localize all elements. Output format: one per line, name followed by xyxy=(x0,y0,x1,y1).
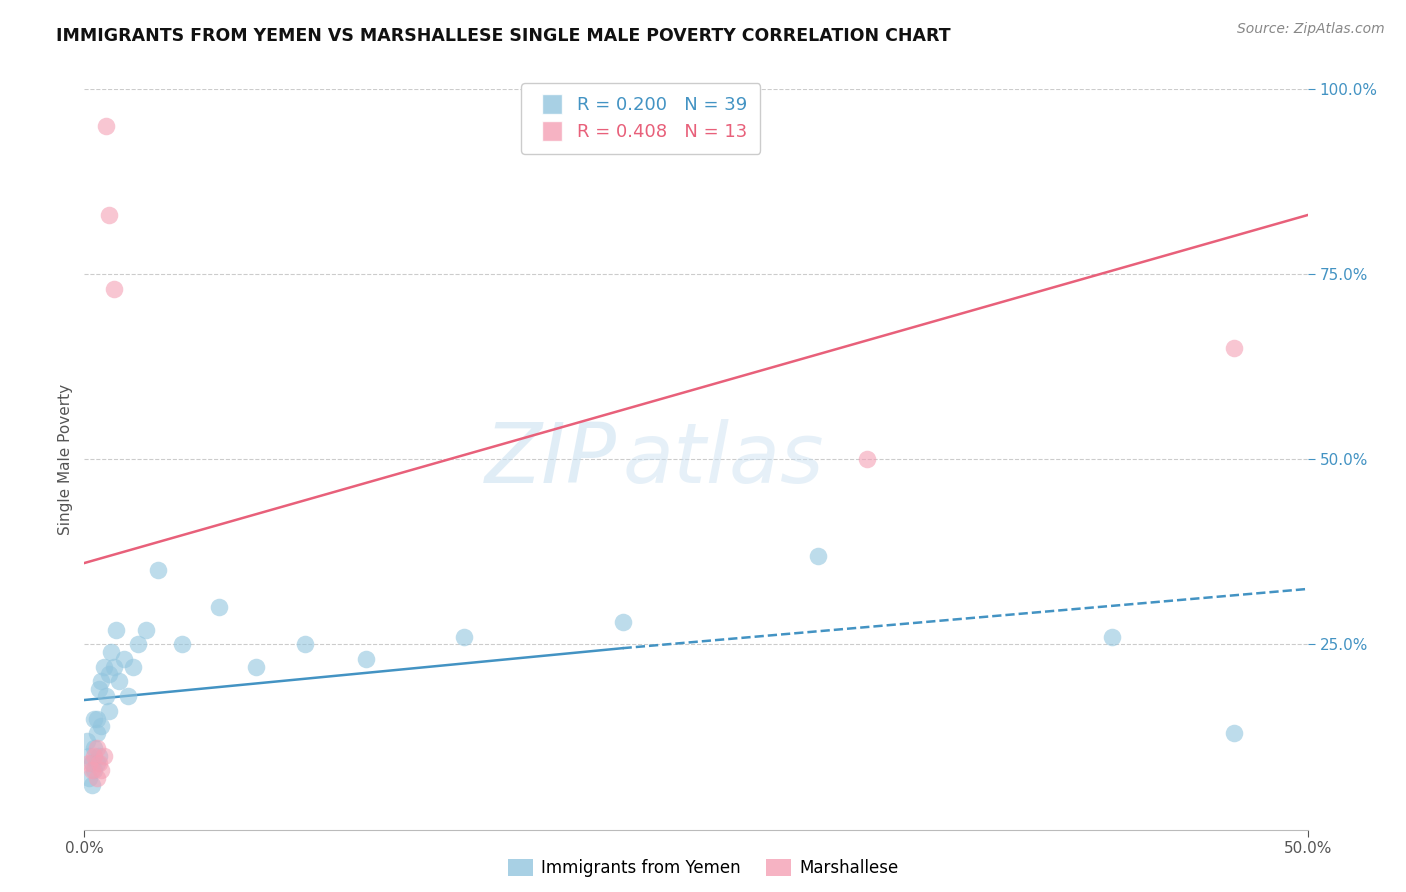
Point xyxy=(100,645,122,659)
Point xyxy=(80,778,103,792)
Y-axis label: Single Male Poverty: Single Male Poverty xyxy=(58,384,73,535)
Point xyxy=(77,771,100,785)
Point xyxy=(112,652,135,666)
Point xyxy=(77,756,100,770)
Point xyxy=(90,674,112,689)
Point xyxy=(105,623,128,637)
Point xyxy=(807,549,830,563)
Point xyxy=(86,712,108,726)
Point xyxy=(86,771,108,785)
Point xyxy=(1223,341,1246,355)
Point xyxy=(77,748,100,763)
Point xyxy=(294,637,316,651)
Point xyxy=(103,282,125,296)
Text: ZIP: ZIP xyxy=(485,419,616,500)
Point xyxy=(122,659,145,673)
Text: IMMIGRANTS FROM YEMEN VS MARSHALLESE SINGLE MALE POVERTY CORRELATION CHART: IMMIGRANTS FROM YEMEN VS MARSHALLESE SIN… xyxy=(56,27,950,45)
Point xyxy=(135,623,157,637)
Point xyxy=(83,712,105,726)
Point xyxy=(103,659,125,673)
Point xyxy=(87,681,110,696)
Point xyxy=(83,764,105,778)
Point xyxy=(86,726,108,740)
Legend: Immigrants from Yemen, Marshallese: Immigrants from Yemen, Marshallese xyxy=(501,852,905,884)
Point xyxy=(97,704,120,718)
Point xyxy=(612,615,634,630)
Point xyxy=(245,659,267,673)
Point xyxy=(97,667,120,681)
Point xyxy=(96,690,118,704)
Point xyxy=(93,748,115,763)
Point xyxy=(856,452,879,467)
Text: atlas: atlas xyxy=(623,419,824,500)
Point xyxy=(93,659,115,673)
Point xyxy=(80,756,103,770)
Point xyxy=(117,690,139,704)
Point xyxy=(97,208,120,222)
Point xyxy=(86,741,108,756)
Point xyxy=(76,733,98,747)
Point xyxy=(172,637,194,651)
Point xyxy=(453,630,475,644)
Text: Source: ZipAtlas.com: Source: ZipAtlas.com xyxy=(1237,22,1385,37)
Point xyxy=(90,719,112,733)
Point xyxy=(83,741,105,756)
Point xyxy=(80,764,103,778)
Legend: R = 0.200   N = 39, R = 0.408   N = 13: R = 0.200 N = 39, R = 0.408 N = 13 xyxy=(522,84,761,153)
Point xyxy=(83,748,105,763)
Point xyxy=(1101,630,1123,644)
Point xyxy=(107,674,129,689)
Point xyxy=(127,637,149,651)
Point xyxy=(354,652,377,666)
Point xyxy=(96,119,118,133)
Point xyxy=(1223,726,1246,740)
Point xyxy=(87,756,110,770)
Point xyxy=(208,600,231,615)
Point xyxy=(87,748,110,763)
Point xyxy=(146,564,169,578)
Point xyxy=(90,764,112,778)
Point xyxy=(86,756,108,770)
